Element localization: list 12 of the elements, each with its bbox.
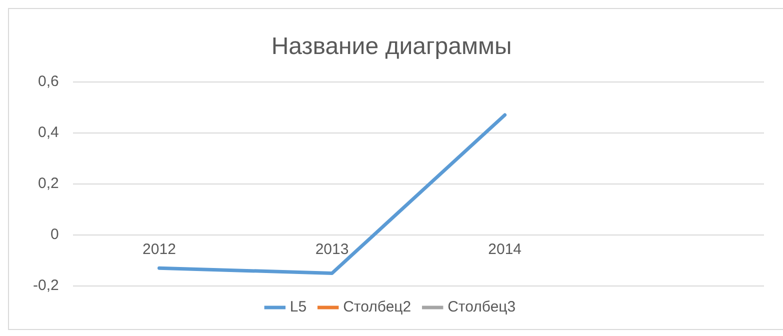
x-tick-label: 2014 — [488, 241, 522, 258]
y-tick-label: 0,4 — [38, 124, 59, 141]
legend-label: Столбец2 — [343, 298, 412, 316]
y-tick-label: 0,6 — [38, 72, 59, 90]
y-tick-label: 0,2 — [38, 175, 59, 192]
chart-title: Название диаграммы — [271, 33, 512, 60]
x-tick-label: 2013 — [315, 241, 349, 258]
y-tick-label: 0 — [50, 226, 59, 244]
legend-label: Столбец3 — [448, 298, 516, 316]
x-tick-label: 2012 — [142, 241, 176, 258]
y-tick-label: -0,2 — [32, 277, 59, 294]
legend-label: L5 — [290, 298, 307, 316]
